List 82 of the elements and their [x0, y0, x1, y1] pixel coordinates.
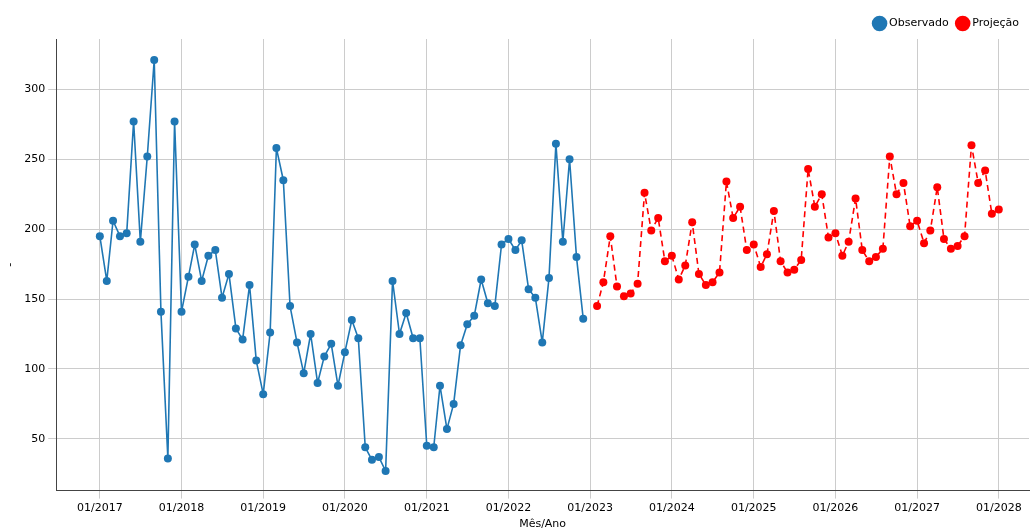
point: [804, 165, 813, 174]
point: [715, 268, 724, 277]
point: [633, 279, 642, 288]
point: [987, 209, 996, 218]
point: [933, 183, 942, 192]
point: [688, 218, 697, 227]
point: [667, 251, 676, 260]
x-tick-label: 01/2018: [158, 501, 205, 515]
x-tick-label: 01/2023: [567, 501, 613, 515]
point: [960, 232, 969, 241]
point: [871, 253, 880, 262]
x-tick-label: 01/2025: [730, 501, 777, 515]
point: [913, 216, 922, 225]
point: [810, 202, 819, 211]
point: [824, 233, 833, 242]
point: [593, 302, 602, 311]
x-tick-label: 01/2022: [485, 501, 532, 515]
point: [946, 244, 955, 253]
point: [926, 226, 935, 235]
point: [892, 190, 901, 199]
y-tick-label: 300: [24, 82, 46, 96]
x-tick-label: 01/2017: [76, 501, 123, 515]
point: [783, 268, 792, 277]
y-tick-label: 100: [24, 361, 46, 375]
y-tick-label: 250: [24, 152, 46, 166]
point: [790, 265, 799, 274]
x-tick-label: 01/2024: [648, 501, 695, 515]
point: [838, 251, 847, 260]
point: [858, 246, 867, 255]
point: [994, 205, 1003, 214]
point: [606, 232, 615, 241]
point: [736, 202, 745, 211]
point: [776, 257, 785, 266]
x-tick-label: 01/2019: [240, 501, 287, 515]
point: [619, 292, 628, 301]
x-tick-label: 01/2026: [812, 501, 859, 515]
legend-label: Projeção: [972, 16, 1020, 30]
point: [899, 179, 908, 188]
y-tick-label: 150: [24, 291, 46, 305]
point: [722, 177, 731, 186]
point: [599, 278, 608, 287]
x-axis-title: Mês/Ano: [519, 517, 567, 531]
x-tick-label: 01/2027: [894, 501, 940, 515]
point: [831, 229, 840, 238]
point: [613, 282, 622, 291]
x-tick-label: 01/2021: [403, 501, 450, 515]
point: [701, 281, 710, 290]
point: [769, 206, 778, 215]
point: [660, 257, 669, 266]
x-tick-label: 01/2028: [975, 501, 1022, 515]
point: [844, 237, 853, 246]
point: [953, 241, 962, 250]
y-tick-label: 50: [31, 431, 46, 445]
point: [851, 194, 860, 203]
point: [626, 289, 635, 298]
point: [640, 188, 649, 197]
point: [729, 213, 738, 222]
point: [817, 190, 826, 199]
point: [981, 166, 990, 175]
point: [967, 141, 976, 150]
point: [694, 269, 703, 278]
point: [742, 246, 751, 255]
point: [674, 275, 683, 284]
point: [762, 250, 771, 259]
point: [708, 278, 717, 287]
point: [974, 179, 983, 188]
x-tick-label: 01/2020: [322, 501, 368, 515]
point: [865, 257, 874, 266]
point: [878, 244, 887, 253]
legend-label: Observado: [889, 16, 949, 30]
point: [681, 261, 690, 270]
y-axis-title: -: [3, 262, 17, 267]
point: [749, 240, 758, 249]
point: [885, 152, 894, 161]
point: [647, 226, 656, 235]
point: [654, 213, 663, 222]
y-tick-label: 200: [24, 222, 46, 236]
point: [939, 234, 948, 243]
point: [756, 262, 765, 271]
point: [920, 239, 929, 248]
point: [906, 222, 915, 231]
point: [797, 255, 806, 264]
